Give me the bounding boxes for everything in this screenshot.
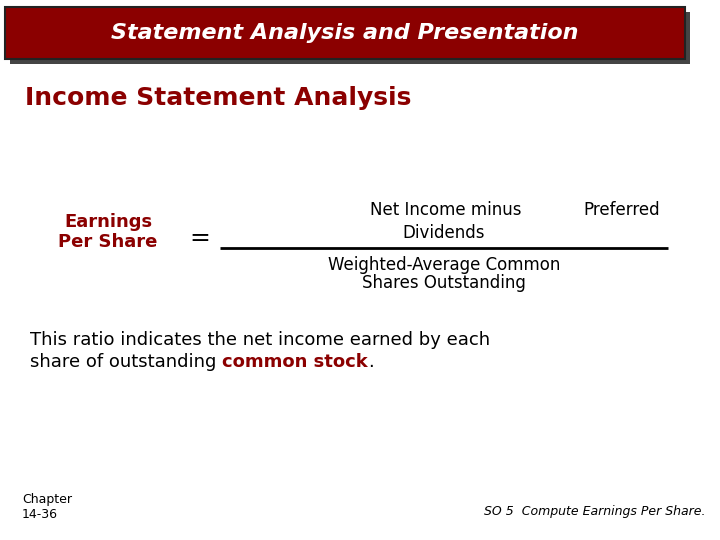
Text: Weighted-Average Common: Weighted-Average Common [328, 256, 560, 274]
Text: 14-36: 14-36 [22, 508, 58, 521]
Text: This ratio indicates the net income earned by each: This ratio indicates the net income earn… [30, 331, 490, 349]
Text: SO 5  Compute Earnings Per Share.: SO 5 Compute Earnings Per Share. [484, 505, 705, 518]
FancyBboxPatch shape [5, 7, 685, 59]
Text: Per Share: Per Share [58, 233, 158, 251]
Text: common stock: common stock [222, 353, 368, 371]
Text: .: . [368, 353, 374, 371]
Text: =: = [189, 226, 210, 250]
Text: Preferred: Preferred [583, 201, 660, 219]
Text: Earnings: Earnings [64, 213, 152, 231]
FancyBboxPatch shape [10, 12, 690, 64]
Text: Income Statement Analysis: Income Statement Analysis [25, 86, 411, 110]
Text: Net Income minus: Net Income minus [370, 201, 521, 219]
Text: Chapter: Chapter [22, 494, 72, 507]
Text: Dividends: Dividends [402, 224, 485, 242]
Text: Statement Analysis and Presentation: Statement Analysis and Presentation [112, 23, 579, 43]
Text: share of outstanding: share of outstanding [30, 353, 222, 371]
Text: Shares Outstanding: Shares Outstanding [362, 274, 526, 292]
